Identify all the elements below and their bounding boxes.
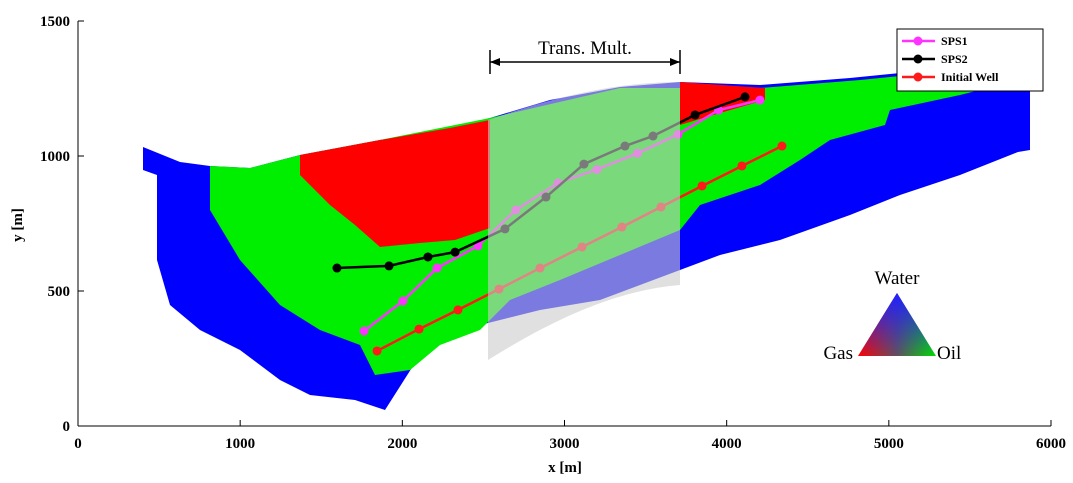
legend-marker (913, 36, 923, 46)
well-point (384, 261, 394, 271)
arrow-head (490, 58, 500, 66)
well-point (450, 247, 460, 257)
x-tick-label: 4000 (712, 436, 742, 452)
x-axis-label: x [m] (548, 460, 582, 476)
well-point (755, 95, 765, 105)
well-point (398, 296, 408, 306)
well-point (777, 141, 787, 151)
gas-region (300, 120, 490, 247)
well-point (332, 263, 342, 273)
legend-marker (913, 72, 923, 82)
x-tick-label: 0 (74, 436, 82, 452)
ternary-label: Gas (823, 343, 853, 364)
x-tick-label: 5000 (874, 436, 904, 452)
legend: SPS1 SPS2 Initial Well (896, 28, 1044, 92)
well-point (697, 181, 707, 191)
ternary-label: Oil (937, 343, 961, 364)
x-tick-label: 1000 (225, 436, 255, 452)
well-point (414, 324, 424, 334)
legend-label: Initial Well (941, 70, 999, 84)
x-tick-label: 6000 (1036, 436, 1066, 452)
trans-mult-band (488, 82, 680, 360)
ternary-legend: Water Gas Oil (823, 268, 961, 364)
y-axis-label: y [m] (10, 208, 26, 242)
arrow-head (670, 58, 680, 66)
y-tick-label: 1000 (40, 149, 70, 165)
legend-marker (913, 54, 923, 64)
y-tick-label: 0 (63, 419, 71, 435)
x-tick-label: 2000 (387, 436, 417, 452)
well-point (432, 263, 442, 273)
legend-label: SPS1 (941, 34, 968, 48)
y-tick-label: 500 (48, 284, 71, 300)
band-annotation: Trans. Mult. (489, 38, 681, 74)
well-point (690, 110, 700, 120)
ternary-label: Water (875, 268, 921, 289)
well-point (423, 252, 433, 262)
band-label: Trans. Mult. (538, 38, 632, 59)
well-point (740, 92, 750, 102)
well-point (359, 326, 369, 336)
ternary-triangle (858, 293, 936, 356)
y-tick-label: 1500 (40, 14, 70, 30)
x-tick-label: 3000 (550, 436, 580, 452)
well-point (372, 346, 382, 356)
well-point (453, 305, 463, 315)
well-point (737, 161, 747, 171)
legend-label: SPS2 (941, 52, 968, 66)
